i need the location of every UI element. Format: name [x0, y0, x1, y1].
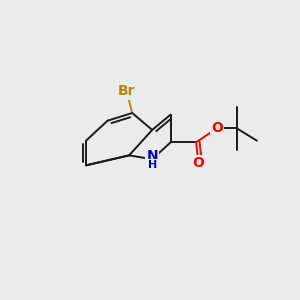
Text: O: O	[193, 156, 204, 170]
Text: N: N	[146, 149, 158, 163]
Text: H: H	[148, 160, 157, 170]
Text: Br: Br	[118, 84, 136, 98]
Text: O: O	[211, 122, 223, 135]
